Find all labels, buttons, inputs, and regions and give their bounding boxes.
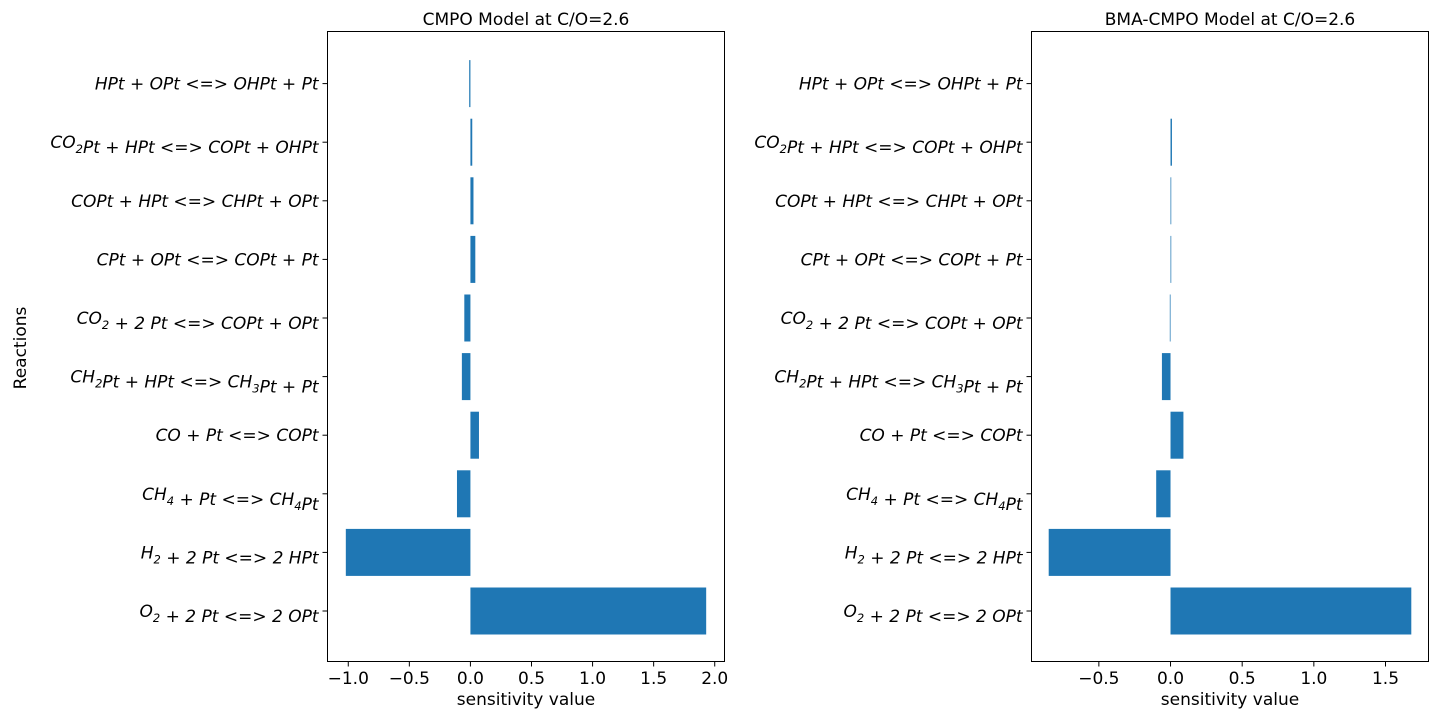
bma-cmpo-bar	[1170, 177, 1172, 225]
cmpo-axes-frame	[327, 31, 725, 662]
bma-cmpo-bar	[1048, 528, 1171, 576]
cmpo-x-ticks: −1.0 −0.5 0.0 0.5 1.0 1.5 2.0	[328, 661, 728, 689]
bma-cmpo-bar	[1170, 118, 1172, 166]
cmpo-bar	[456, 470, 471, 518]
cmpo-bar	[470, 587, 707, 635]
bma-cmpo-bars	[1048, 118, 1412, 635]
bma-cmpo-bar	[1161, 353, 1171, 401]
cmpo-y-tick-label: CO + Pt <=> COPt	[156, 426, 320, 446]
bma-cmpo-y-tick-label: H2 + 2 Pt <=> 2 HPt	[845, 543, 1024, 568]
cmpo-y-tick-label: CO2Pt + HPt <=> COPt + OHPt	[50, 133, 319, 158]
cmpo-bar	[345, 528, 471, 576]
bma-cmpo-y-tick-label: CH2Pt + HPt <=> CH3Pt + Pt	[774, 368, 1023, 398]
bma-cmpo-y-tick-label: HPt + OPt <=> OHPt + Pt	[799, 75, 1024, 95]
cmpo-y-tick-label: HPt + OPt <=> OHPt + Pt	[95, 75, 320, 95]
bma-cmpo-bar	[1169, 294, 1171, 342]
bma-cmpo-x-tick-label: 1.5	[1372, 669, 1399, 689]
cmpo-x-tick-label: 1.5	[640, 669, 667, 689]
cmpo-y-ticks: O2 + 2 Pt <=> 2 OPt H2 + 2 Pt <=> 2 HPt CH…	[50, 75, 328, 627]
bma-cmpo-x-tick-label: −0.5	[1078, 669, 1119, 689]
cmpo-bar	[470, 411, 479, 459]
cmpo-y-tick-label: COPt + HPt <=> CHPt + OPt	[71, 192, 320, 212]
bma-cmpo-bar	[1156, 470, 1171, 518]
figure-ylabel: Reactions	[11, 307, 31, 390]
cmpo-panel: CMPO Model at C/O=2.6 O2 + 2 Pt <=> 2 OP…	[50, 10, 728, 710]
bma-cmpo-y-tick-label: COPt + HPt <=> CHPt + OPt	[775, 192, 1024, 212]
cmpo-y-tick-label: CH4 + Pt <=> CH4Pt	[142, 485, 320, 515]
cmpo-bar	[470, 118, 473, 166]
cmpo-title: CMPO Model at C/O=2.6	[423, 10, 630, 30]
cmpo-x-tick-label: −0.5	[389, 669, 430, 689]
bma-cmpo-y-tick-label: CO2 + 2 Pt <=> COPt + OPt	[781, 309, 1024, 334]
cmpo-y-tick-label: O2 + 2 Pt <=> 2 OPt	[140, 602, 320, 627]
cmpo-y-tick-label: CO2 + 2 Pt <=> COPt + OPt	[77, 309, 320, 334]
cmpo-bar	[470, 235, 476, 283]
bma-cmpo-x-tick-label: 1.0	[1300, 669, 1327, 689]
bma-cmpo-xlabel: sensitivity value	[1161, 690, 1299, 710]
bma-cmpo-x-tick-label: 0.5	[1229, 669, 1256, 689]
cmpo-x-tick-label: 1.0	[579, 669, 606, 689]
bma-cmpo-axes-frame	[1031, 31, 1429, 662]
cmpo-bar	[464, 294, 471, 342]
cmpo-bar	[469, 60, 471, 108]
bma-cmpo-panel: BMA-CMPO Model at C/O=2.6 O2 + 2 Pt <=> …	[754, 10, 1429, 710]
bma-cmpo-x-tick-label: 0.0	[1157, 669, 1184, 689]
bma-cmpo-y-tick-label: O2 + 2 Pt <=> 2 OPt	[844, 602, 1024, 627]
cmpo-bar	[470, 177, 474, 225]
cmpo-y-tick-label: H2 + 2 Pt <=> 2 HPt	[141, 543, 320, 568]
bma-cmpo-x-ticks: −0.5 0.0 0.5 1.0 1.5	[1078, 661, 1399, 689]
cmpo-xlabel: sensitivity value	[457, 690, 595, 710]
cmpo-x-tick-label: −1.0	[328, 669, 369, 689]
cmpo-y-tick-label: CPt + OPt <=> COPt + Pt	[97, 250, 320, 270]
bma-cmpo-bar	[1170, 587, 1412, 635]
bma-cmpo-y-tick-label: CO2Pt + HPt <=> COPt + OHPt	[754, 133, 1023, 158]
bma-cmpo-bar	[1170, 235, 1172, 283]
cmpo-x-tick-label: 0.0	[457, 669, 484, 689]
cmpo-x-tick-label: 0.5	[518, 669, 545, 689]
bma-cmpo-y-tick-label: CH4 + Pt <=> CH4Pt	[846, 485, 1024, 515]
bma-cmpo-title: BMA-CMPO Model at C/O=2.6	[1105, 10, 1355, 30]
cmpo-x-tick-label: 2.0	[701, 669, 728, 689]
bma-cmpo-bar	[1170, 411, 1184, 459]
cmpo-bars	[345, 60, 707, 635]
bma-cmpo-y-tick-label: CO + Pt <=> COPt	[860, 426, 1024, 446]
cmpo-y-tick-label: CH2Pt + HPt <=> CH3Pt + Pt	[70, 368, 319, 398]
bma-cmpo-y-tick-label: CPt + OPt <=> COPt + Pt	[801, 250, 1024, 270]
cmpo-bar	[461, 353, 471, 401]
bma-cmpo-y-ticks: O2 + 2 Pt <=> 2 OPt H2 + 2 Pt <=> 2 HPt CH…	[754, 75, 1032, 627]
